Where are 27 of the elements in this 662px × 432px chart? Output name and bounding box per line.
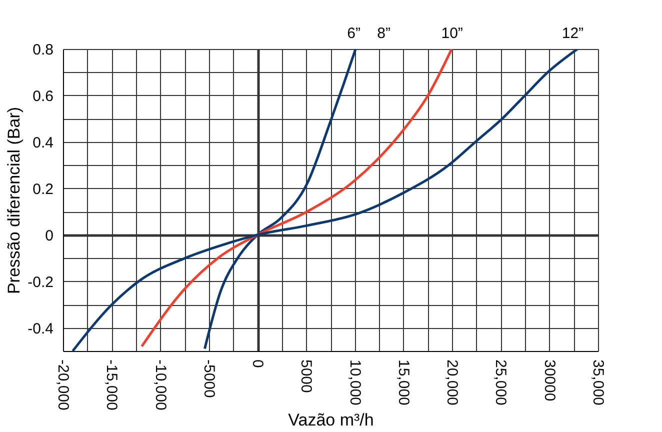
x-tick-label: 5000 — [298, 360, 315, 393]
x-tick-label: 10,000 — [346, 360, 364, 406]
annotation: 6” — [347, 25, 361, 42]
annotation: 12” — [562, 25, 584, 42]
x-tick-label: -5000 — [200, 360, 218, 398]
y-tick-label: 0.4 — [32, 134, 54, 152]
x-tick-label: 25,000 — [492, 360, 510, 406]
y-axis-title: Pressão diferencial (Bar) — [4, 106, 24, 294]
line-series — [140, 49, 453, 348]
y-tick-label: -0.2 — [28, 274, 54, 291]
y-tick-label: 0.6 — [32, 88, 54, 105]
y-tick-label: -0.4 — [28, 320, 54, 338]
x-axis-title: Vazão m³/h — [288, 410, 374, 430]
text: 8” — [377, 25, 391, 42]
y-tick-label: 0.8 — [32, 42, 54, 58]
line-series — [71, 49, 579, 351]
y-tick-label: 0 — [45, 227, 54, 244]
x-tick-label: 0 — [249, 360, 266, 368]
x-tick-label: -10,000 — [152, 360, 169, 410]
x-tick-label: 15,000 — [394, 360, 412, 406]
y-tick-label: 0.2 — [32, 180, 54, 198]
annotation: 10” — [441, 25, 463, 42]
x-tick-label: -15,000 — [103, 360, 120, 410]
x-tick-label: 20,000 — [444, 360, 461, 406]
x-tick-label: 30000 — [540, 360, 558, 402]
x-tick-label: 35,000 — [590, 360, 606, 406]
x-tick-label: -20,000 — [54, 360, 72, 410]
